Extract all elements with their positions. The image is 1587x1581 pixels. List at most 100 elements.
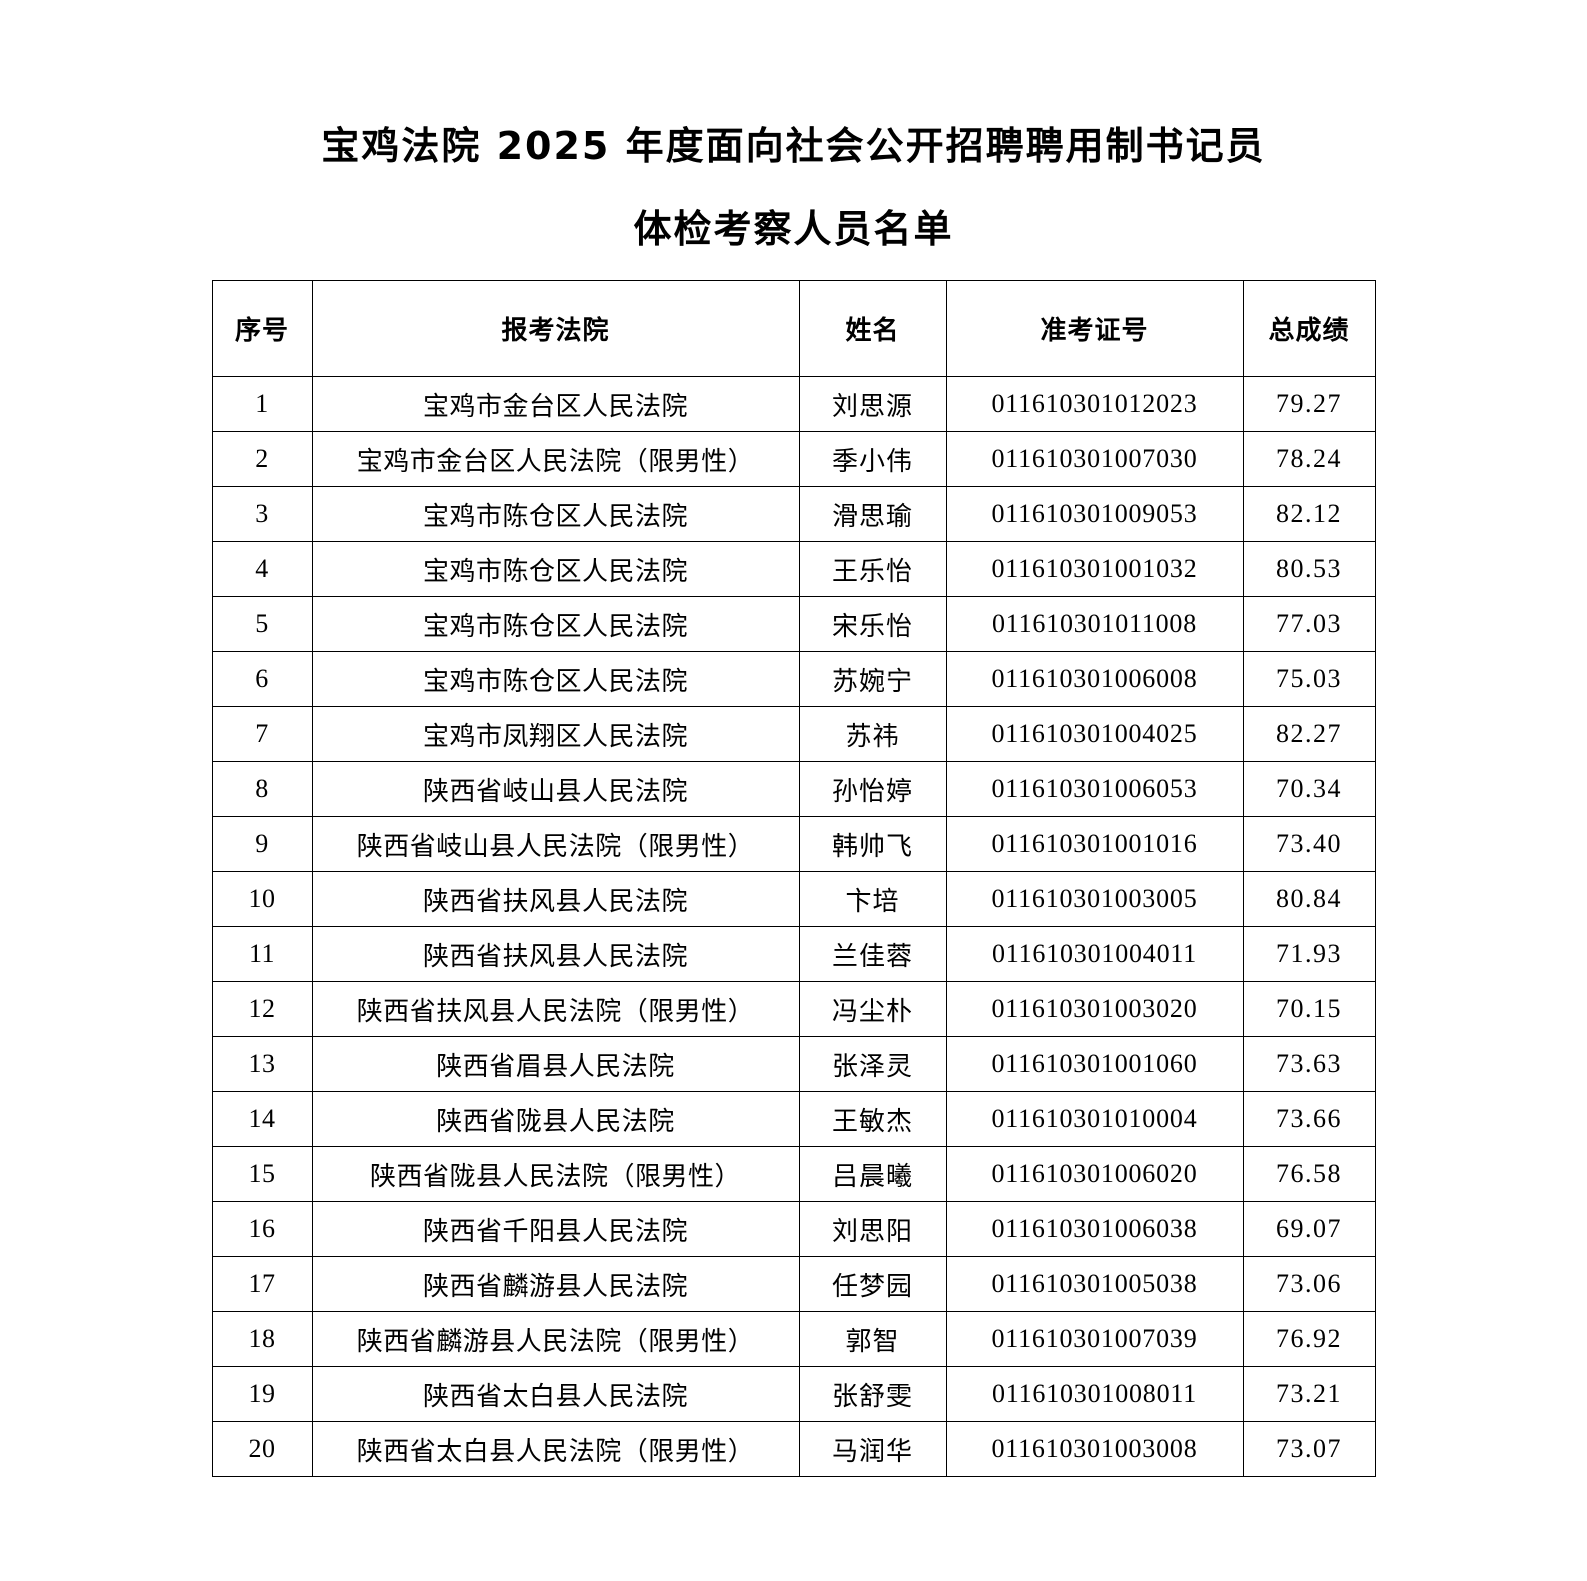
cell-index: 15 (211, 1146, 313, 1202)
document-title-line-1: 宝鸡法院 2025 年度面向社会公开招聘聘用制书记员 (321, 124, 1266, 168)
table-row: 18 陕西省麟游县人民法院（限男性） 郭智 011610301007039 76.92 (211, 1311, 1376, 1367)
cell-name: 张舒雯 (798, 1366, 947, 1422)
cell-name: 滑思瑜 (798, 486, 947, 542)
cell-score: 80.84 (1242, 871, 1376, 927)
cell-name: 苏祎 (798, 706, 947, 762)
document-title-line-2: 体检考察人员名单 (633, 207, 954, 251)
cell-name: 卞培 (798, 871, 947, 927)
cell-name: 王乐怡 (798, 541, 947, 597)
cell-index: 12 (211, 981, 313, 1037)
cell-court: 陕西省千阳县人民法院 (311, 1201, 800, 1257)
cell-exam-no: 011610301006053 (945, 761, 1244, 817)
cell-index: 2 (211, 431, 313, 487)
cell-score: 80.53 (1242, 541, 1376, 597)
table-row: 12 陕西省扶风县人民法院（限男性） 冯尘朴 011610301003020 70.15 (211, 981, 1376, 1037)
cell-index: 7 (211, 706, 313, 762)
cell-exam-no: 011610301007030 (945, 431, 1244, 487)
table-row: 20 陕西省太白县人民法院（限男性） 马润华 011610301003008 73.07 (211, 1421, 1376, 1477)
cell-court: 宝鸡市陈仓区人民法院 (311, 486, 800, 542)
table-row: 14 陕西省陇县人民法院 王敏杰 011610301010004 73.66 (211, 1091, 1376, 1147)
cell-exam-no: 011610301006038 (945, 1201, 1244, 1257)
cell-score: 73.40 (1242, 816, 1376, 872)
column-header-court: 报考法院 (311, 280, 800, 377)
cell-score: 71.93 (1242, 926, 1376, 982)
table-row: 1 宝鸡市金台区人民法院 刘思源 011610301012023 79.27 (211, 376, 1376, 432)
cell-exam-no: 011610301011008 (945, 596, 1244, 652)
cell-exam-no: 011610301010004 (945, 1091, 1244, 1147)
roster-table-wrapper: 序号 报考法院 姓名 准考证号 总成绩 1 宝鸡市金台区人民法院 刘思源 011610… (0, 280, 1587, 1477)
cell-index: 10 (211, 871, 313, 927)
cell-name: 刘思源 (798, 376, 947, 432)
cell-name: 孙怡婷 (798, 761, 947, 817)
cell-index: 4 (211, 541, 313, 597)
column-header-score: 总成绩 (1242, 280, 1376, 377)
cell-score: 76.92 (1242, 1311, 1376, 1367)
cell-court: 陕西省陇县人民法院（限男性） (311, 1146, 800, 1202)
cell-court: 陕西省太白县人民法院（限男性） (311, 1421, 800, 1477)
cell-index: 3 (211, 486, 313, 542)
table-header-row: 序号 报考法院 姓名 准考证号 总成绩 (211, 280, 1376, 377)
table-row: 16 陕西省千阳县人民法院 刘思阳 011610301006038 69.07 (211, 1201, 1376, 1257)
cell-court: 陕西省扶风县人民法院 (311, 926, 800, 982)
cell-score: 73.66 (1242, 1091, 1376, 1147)
cell-exam-no: 011610301008011 (945, 1366, 1244, 1422)
cell-name: 王敏杰 (798, 1091, 947, 1147)
cell-court: 陕西省眉县人民法院 (311, 1036, 800, 1092)
cell-exam-no: 011610301007039 (945, 1311, 1244, 1367)
cell-score: 78.24 (1242, 431, 1376, 487)
table-row: 17 陕西省麟游县人民法院 任梦园 011610301005038 73.06 (211, 1256, 1376, 1312)
document-title-block: 宝鸡法院 2025 年度面向社会公开招聘聘用制书记员 体检考察人员名单 (0, 0, 1587, 270)
cell-name: 郭智 (798, 1311, 947, 1367)
cell-exam-no: 011610301006020 (945, 1146, 1244, 1202)
cell-score: 69.07 (1242, 1201, 1376, 1257)
cell-index: 17 (211, 1256, 313, 1312)
table-row: 4 宝鸡市陈仓区人民法院 王乐怡 011610301001032 80.53 (211, 541, 1376, 597)
cell-exam-no: 011610301001032 (945, 541, 1244, 597)
cell-index: 20 (211, 1421, 313, 1477)
cell-index: 8 (211, 761, 313, 817)
cell-index: 16 (211, 1201, 313, 1257)
cell-exam-no: 011610301003008 (945, 1421, 1244, 1477)
cell-exam-no: 011610301004025 (945, 706, 1244, 762)
cell-court: 陕西省扶风县人民法院（限男性） (311, 981, 800, 1037)
cell-exam-no: 011610301004011 (945, 926, 1244, 982)
column-header-index: 序号 (211, 280, 313, 377)
cell-court: 宝鸡市陈仓区人民法院 (311, 541, 800, 597)
cell-court: 陕西省麟游县人民法院 (311, 1256, 800, 1312)
cell-score: 73.21 (1242, 1366, 1376, 1422)
cell-name: 韩帅飞 (798, 816, 947, 872)
cell-name: 刘思阳 (798, 1201, 947, 1257)
cell-index: 13 (211, 1036, 313, 1092)
cell-name: 马润华 (798, 1421, 947, 1477)
cell-name: 宋乐怡 (798, 596, 947, 652)
cell-name: 吕晨曦 (798, 1146, 947, 1202)
table-body: 1 宝鸡市金台区人民法院 刘思源 011610301012023 79.27 2 宝鸡市金台… (211, 376, 1376, 1477)
table-row: 19 陕西省太白县人民法院 张舒雯 011610301008011 73.21 (211, 1366, 1376, 1422)
cell-index: 6 (211, 651, 313, 707)
cell-exam-no: 011610301009053 (945, 486, 1244, 542)
cell-score: 73.63 (1242, 1036, 1376, 1092)
cell-exam-no: 011610301012023 (945, 376, 1244, 432)
cell-exam-no: 011610301001060 (945, 1036, 1244, 1092)
roster-table: 序号 报考法院 姓名 准考证号 总成绩 1 宝鸡市金台区人民法院 刘思源 011610… (211, 280, 1376, 1477)
table-row: 2 宝鸡市金台区人民法院（限男性） 季小伟 011610301007030 78.24 (211, 431, 1376, 487)
table-row: 6 宝鸡市陈仓区人民法院 苏婉宁 011610301006008 75.03 (211, 651, 1376, 707)
cell-score: 73.07 (1242, 1421, 1376, 1477)
cell-index: 11 (211, 926, 313, 982)
table-row: 9 陕西省岐山县人民法院（限男性） 韩帅飞 011610301001016 73.40 (211, 816, 1376, 872)
cell-court: 陕西省麟游县人民法院（限男性） (311, 1311, 800, 1367)
cell-score: 79.27 (1242, 376, 1376, 432)
cell-score: 82.27 (1242, 706, 1376, 762)
cell-score: 82.12 (1242, 486, 1376, 542)
cell-court: 宝鸡市金台区人民法院 (311, 376, 800, 432)
cell-score: 70.15 (1242, 981, 1376, 1037)
cell-court: 陕西省陇县人民法院 (311, 1091, 800, 1147)
cell-index: 9 (211, 816, 313, 872)
cell-score: 76.58 (1242, 1146, 1376, 1202)
table-header: 序号 报考法院 姓名 准考证号 总成绩 (211, 280, 1376, 377)
cell-score: 73.06 (1242, 1256, 1376, 1312)
column-header-name: 姓名 (798, 280, 947, 377)
cell-name: 张泽灵 (798, 1036, 947, 1092)
cell-name: 冯尘朴 (798, 981, 947, 1037)
